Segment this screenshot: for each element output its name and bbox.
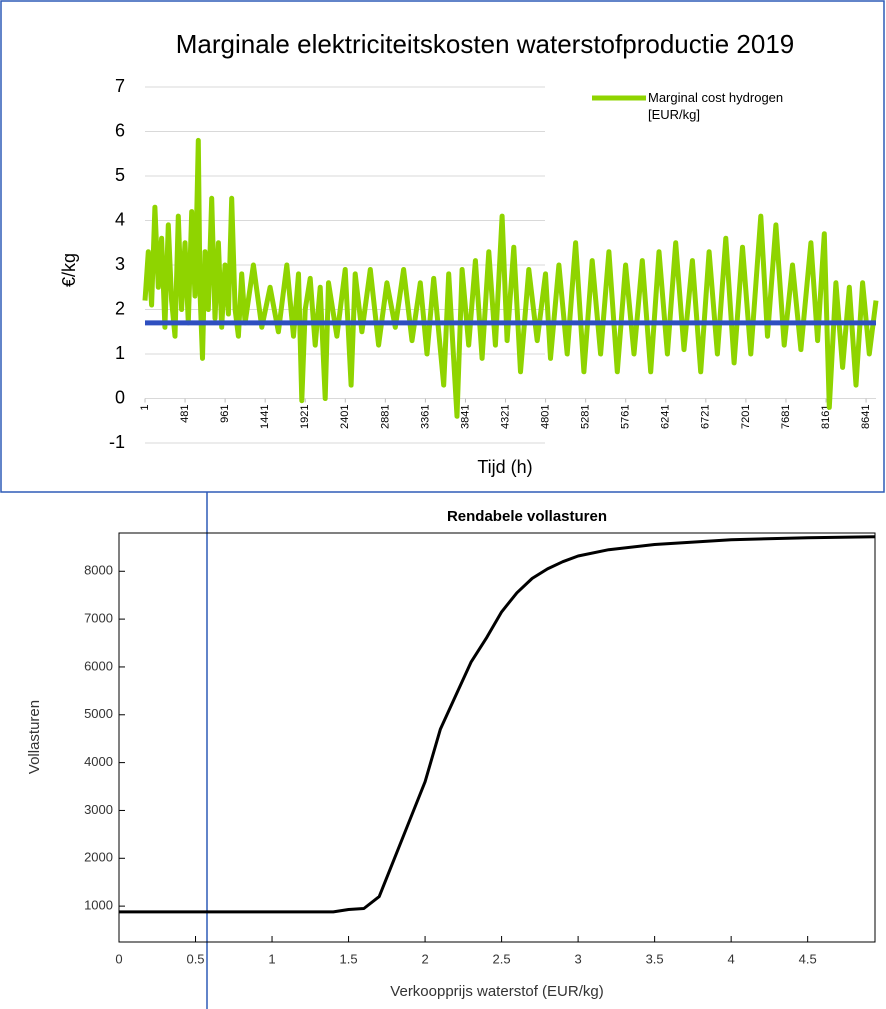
y-tick-label: 3 [115, 254, 125, 274]
x-tick-label: 0 [115, 951, 122, 966]
x-tick-label: 8641 [860, 405, 872, 429]
chart-title: Rendabele vollasturen [447, 508, 607, 525]
x-tick-label: 4 [728, 951, 735, 966]
y-tick-label: 7 [115, 76, 125, 96]
y-tick-label: 2000 [84, 850, 113, 865]
y-tick-label: 2 [115, 298, 125, 318]
plot-frame [118, 532, 876, 943]
x-tick-label: 1 [268, 951, 275, 966]
y-tick-label: 1 [115, 343, 125, 363]
x-tick-label: 2881 [379, 405, 391, 429]
x-tick-label: 2 [421, 951, 428, 966]
x-axis-label: Verkoopprijs waterstof (EUR/kg) [390, 983, 603, 1000]
x-tick-label: 6241 [660, 405, 672, 429]
x-tick-label: 0.5 [186, 951, 204, 966]
x-axis-label: Tijd (h) [477, 457, 532, 477]
chart-title: Marginale elektriciteitskosten waterstof… [175, 29, 795, 59]
x-tick-label: 1 [139, 405, 151, 411]
x-tick-label: 7681 [780, 405, 792, 429]
y-tick-label: 7000 [84, 611, 113, 626]
legend-label: Marginal cost hydrogen [EUR/kg] [648, 90, 784, 122]
y-tick-label: 3000 [84, 802, 113, 817]
x-tick-label: 4801 [539, 405, 551, 429]
x-tick-label: 1441 [259, 405, 271, 429]
x-tick-label: 4.5 [799, 951, 817, 966]
y-tick-label: 1000 [84, 898, 113, 913]
x-tick-label: 8161 [820, 405, 832, 429]
y-tick-label: 4 [115, 209, 125, 229]
y-tick-label: -1 [109, 432, 125, 452]
y-tick-label: 0 [115, 387, 125, 407]
y-axis-label: Vollasturen [26, 700, 43, 774]
x-tick-label: 1921 [299, 405, 311, 429]
x-tick-label: 4321 [499, 405, 511, 429]
x-tick-label: 1.5 [340, 951, 358, 966]
x-tick-label: 5281 [580, 405, 592, 429]
y-tick-label: 6 [115, 120, 125, 140]
y-tick-label: 5000 [84, 706, 113, 721]
y-tick-label: 8000 [84, 563, 113, 578]
x-tick-label: 3361 [419, 405, 431, 429]
x-tick-label: 5761 [620, 405, 632, 429]
x-tick-label: 3841 [459, 405, 471, 429]
y-axis-label: €/kg [59, 253, 79, 287]
series-line [119, 535, 876, 914]
x-tick-label: 3 [574, 951, 581, 966]
series-line [142, 137, 879, 419]
x-tick-label: 2.5 [493, 951, 511, 966]
x-tick-label: 961 [219, 405, 231, 423]
panel-border [0, 0, 885, 493]
x-tick-label: 7201 [740, 405, 752, 429]
y-tick-label: 5 [115, 165, 125, 185]
y-tick-label: 4000 [84, 754, 113, 769]
x-tick-label: 6721 [700, 405, 712, 429]
y-tick-label: 6000 [84, 658, 113, 673]
x-tick-label: 3.5 [646, 951, 664, 966]
x-tick-label: 2401 [339, 405, 351, 429]
x-tick-label: 481 [179, 405, 191, 423]
